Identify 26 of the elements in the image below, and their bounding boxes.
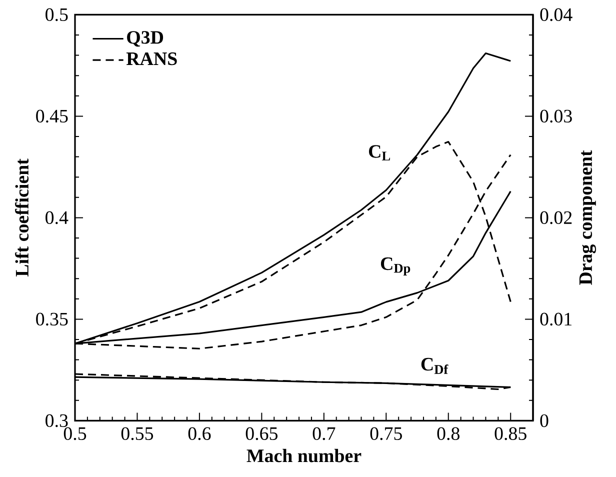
y-tick-label: 0.3 xyxy=(46,414,68,428)
y-axis-title: Lift coefficient xyxy=(15,158,29,276)
annotation: C$_{L}$ xyxy=(368,145,390,160)
y-tick-label: 0.35 xyxy=(36,312,68,326)
x-axis-title: Mach number xyxy=(246,448,362,462)
x-tick-label: 0.8 xyxy=(437,427,460,440)
x-tick-label: 0.85 xyxy=(494,427,526,440)
y-tick-label: 0.4 xyxy=(46,211,68,224)
x-tick-label: 0.65 xyxy=(246,427,278,440)
y2-tick-label: 0.02 xyxy=(540,211,572,224)
y2-tick-label: 0.01 xyxy=(540,312,572,326)
annotation: C$_{Df}$ xyxy=(421,358,448,374)
x-tick-label: 0.5 xyxy=(64,427,86,440)
y2-tick-label: 0.04 xyxy=(540,8,572,22)
x-tick-label: 0.55 xyxy=(121,427,154,440)
y-tick-label: 0.45 xyxy=(36,110,68,123)
x-tick-label: 0.7 xyxy=(312,427,336,440)
y-tick-label: 0.5 xyxy=(46,8,68,22)
y2-tick-label: 0 xyxy=(540,414,548,428)
legend-label: Q3D xyxy=(127,31,164,47)
x-tick-label: 0.6 xyxy=(188,427,211,440)
y2-axis-title: Drag component xyxy=(579,150,596,285)
x-tick-label: 0.75 xyxy=(370,427,402,440)
legend-label: RANS xyxy=(126,52,177,66)
y2-tick-label: 0.03 xyxy=(540,110,572,123)
annotation: C$_{Dp}$ xyxy=(380,257,410,276)
